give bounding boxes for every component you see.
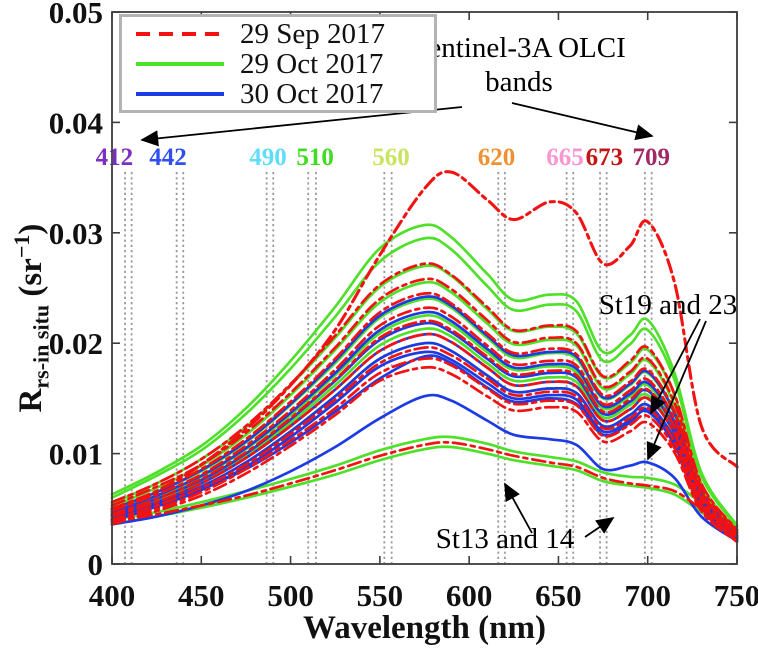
curve-29-sep-2017-10 — [110, 365, 739, 544]
x-tick-label: 450 — [178, 578, 225, 613]
curve-29-sep-2017-5 — [110, 306, 739, 536]
curve-29-sep-2017-9 — [110, 357, 739, 543]
x-tick-label: 650 — [535, 578, 582, 613]
legend-line-solid-blue — [136, 92, 224, 96]
annotation-sentinel-line2: bands — [485, 66, 553, 98]
curve-29-oct-2017-10 — [110, 445, 739, 537]
y-axis-title: Rrs-in situ (sr−1) — [9, 108, 55, 528]
x-axis-title: Wavelength (nm) — [303, 610, 546, 646]
band-label-510: 510 — [296, 144, 334, 171]
band-label-442: 442 — [149, 144, 187, 171]
curve-29-oct-2017-1 — [110, 223, 739, 527]
band-label-412: 412 — [96, 144, 134, 171]
curve-30-oct-2017-5 — [110, 341, 739, 540]
curve-29-sep-2017-4 — [110, 291, 739, 535]
band-label-560: 560 — [372, 144, 410, 171]
x-tick-label: 750 — [714, 578, 758, 613]
curve-29-sep-2017-7 — [110, 332, 739, 539]
curve-30-oct-2017-1 — [110, 295, 739, 535]
y-axis-title-exponent: −1 — [9, 234, 34, 259]
curve-29-oct-2017-7 — [110, 327, 739, 539]
y-axis-title-subscript: rs-in situ — [28, 304, 54, 389]
y-tick-label: 0.03 — [49, 216, 103, 251]
axes-box — [111, 11, 738, 565]
curve-29-sep-2017-6 — [110, 319, 739, 538]
x-tick-label: 500 — [267, 578, 314, 613]
annotation-arrow-4 — [646, 320, 707, 461]
y-axis-title-unit-pre: (sr — [13, 258, 49, 305]
annotation-st19-23: St19 and 23 — [598, 289, 738, 321]
curve-29-oct-2017-4 — [110, 280, 739, 534]
y-tick-label: 0.02 — [49, 326, 103, 361]
x-tick-label: 550 — [357, 578, 404, 613]
legend-line-dashed-red — [136, 32, 224, 36]
annotation-arrow-2 — [511, 102, 654, 141]
curve-29-sep-2017-11 — [110, 440, 739, 535]
annotation-sentinel-line1: Sentinel-3A OLCI — [412, 32, 626, 64]
legend-line-solid-green — [136, 62, 224, 66]
curve-30-oct-2017-2 — [110, 310, 739, 537]
y-tick-label: 0.05 — [49, 0, 103, 30]
band-label-673: 673 — [586, 144, 624, 171]
y-axis-title-unit-post: ) — [13, 223, 49, 235]
annotation-arrow-6 — [584, 516, 615, 538]
legend-label: 29 Oct 2017 — [240, 47, 384, 80]
legend-item-30-oct-2017: 30 Oct 2017 — [136, 77, 434, 110]
annotation-sentinel-bands: Sentinel-3A OLCI bands — [412, 31, 625, 99]
curve-29-sep-2017-2 — [110, 262, 739, 532]
y-tick-label: 0 — [88, 547, 104, 582]
legend-item-29-sep-2017: 29 Sep 2017 — [136, 17, 434, 50]
band-label-709: 709 — [633, 144, 671, 171]
curve-29-sep-2017-1 — [110, 170, 739, 511]
x-tick-label: 400 — [89, 578, 136, 613]
x-tick-label: 600 — [446, 578, 493, 613]
legend: 29 Sep 2017 29 Oct 2017 30 Oct 2017 — [119, 14, 437, 113]
y-tick-label: 0.01 — [49, 437, 103, 472]
curve-29-sep-2017-3 — [110, 277, 739, 533]
legend-label: 30 Oct 2017 — [240, 77, 384, 110]
band-label-665: 665 — [546, 144, 584, 171]
y-tick-label: 0.04 — [49, 105, 103, 140]
curve-29-sep-2017-8 — [110, 346, 739, 540]
band-label-490: 490 — [249, 144, 287, 171]
band-label-620: 620 — [478, 144, 516, 171]
curve-30-oct-2017-8 — [110, 393, 739, 543]
legend-item-29-oct-2017: 29 Oct 2017 — [136, 47, 434, 80]
annotation-arrow-3 — [650, 318, 701, 415]
annotation-arrow-5 — [504, 482, 533, 534]
x-tick-label: 700 — [624, 578, 671, 613]
curve-29-oct-2017-2 — [110, 236, 739, 528]
legend-label: 29 Sep 2017 — [240, 17, 385, 50]
curve-30-oct-2017-6 — [110, 350, 739, 542]
annotation-st13-14: St13 and 14 — [435, 523, 575, 555]
y-axis-title-symbol: R — [13, 388, 49, 413]
